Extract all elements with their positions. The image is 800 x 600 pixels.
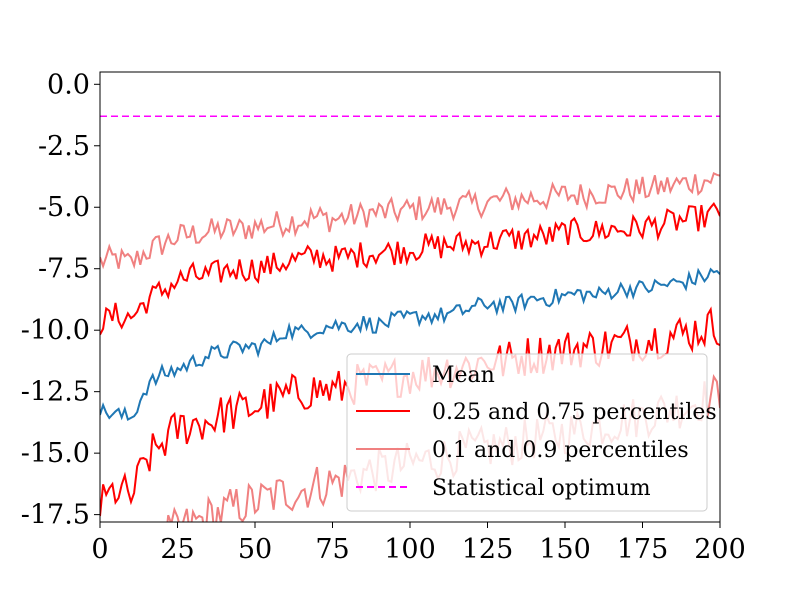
y-tick-label: 0.0 (47, 69, 90, 100)
legend-box (346, 353, 708, 512)
y-tick-label: -7.5 (38, 254, 90, 285)
legend: Mean 0.25 and 0.75 percentiles 0.1 and 0… (346, 353, 717, 512)
x-tick-label: 0 (91, 534, 108, 565)
y-tick-label: -15.0 (21, 438, 90, 469)
y-tick-label: -5.0 (38, 192, 90, 223)
series-p90-line (100, 171, 720, 270)
x-tick-label: 150 (539, 534, 591, 565)
x-tick-label: 25 (160, 534, 194, 565)
legend-item-mean: Mean (356, 363, 495, 388)
x-tick-label: 75 (315, 534, 349, 565)
legend-label-optimum: Statistical optimum (432, 476, 651, 501)
y-tick-label: -17.5 (21, 500, 90, 531)
x-tick-label: 100 (384, 534, 436, 565)
x-tick-label: 175 (617, 534, 669, 565)
x-axis: 0 25 50 75 100 125 150 175 200 (91, 522, 746, 565)
y-tick-label: -10.0 (21, 315, 90, 346)
y-tick-label: -12.5 (21, 377, 90, 408)
y-axis: 0.0 -2.5 -5.0 -7.5 -10.0 -12.5 -15.0 -17.5 (21, 69, 100, 531)
x-tick-label: 200 (694, 534, 746, 565)
y-tick-label: -2.5 (38, 131, 90, 162)
legend-label-deciles: 0.1 and 0.9 percentiles (432, 438, 689, 463)
legend-item-optimum: Statistical optimum (356, 476, 651, 501)
legend-label-mean: Mean (432, 363, 495, 388)
series-mean-line (100, 267, 720, 421)
series-p75-line (100, 202, 720, 336)
legend-item-deciles: 0.1 and 0.9 percentiles (356, 438, 689, 463)
legend-item-quartiles: 0.25 and 0.75 percentiles (356, 400, 717, 425)
x-tick-label: 50 (238, 534, 272, 565)
legend-label-quartiles: 0.25 and 0.75 percentiles (432, 400, 717, 425)
x-tick-label: 125 (462, 534, 514, 565)
